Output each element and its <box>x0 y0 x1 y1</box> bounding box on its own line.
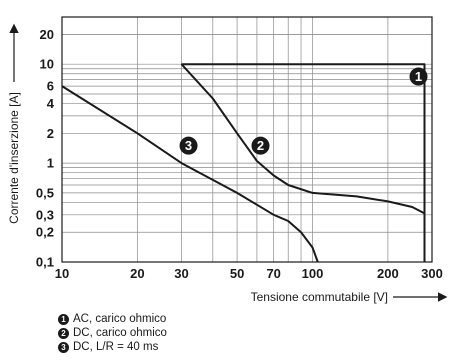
x-tick-labels: 10 20 30 50 70 100 200 300 <box>55 266 443 281</box>
y-tick-label: 1 <box>47 156 54 171</box>
legend-label-2: DC, carico ohmico <box>73 327 167 339</box>
legend-marker-3: 3 <box>58 341 69 353</box>
grid <box>62 17 432 262</box>
legend-marker-1: 1 <box>58 313 69 325</box>
y-axis-title: Corrente d'inserzione [A] <box>7 92 21 224</box>
series-marker-label-2: 2 <box>257 138 264 153</box>
y-tick-label: 10 <box>40 57 54 72</box>
y-tick-label: 0,3 <box>36 207 54 222</box>
x-tick-label: 200 <box>377 266 399 281</box>
x-tick-label: 30 <box>174 266 188 281</box>
series-line-1 <box>181 63 426 262</box>
y-tick-label: 0,1 <box>36 255 54 270</box>
series-markers: 1 2 3 <box>179 67 428 155</box>
y-tick-label: 0,2 <box>36 225 54 240</box>
legend-item-2: 2 DC, carico ohmico <box>58 326 167 340</box>
x-axis-title: Tensione commutabile [V] <box>251 290 388 304</box>
y-tick-labels: 0,1 0,2 0,3 0,5 1 2 4 6 10 20 <box>36 27 55 270</box>
y-tick-label: 20 <box>40 27 54 42</box>
series-marker-1 <box>409 67 428 86</box>
series-line-3 <box>61 85 319 263</box>
x-tick-label: 100 <box>302 266 324 281</box>
legend-label-1: AC, carico ohmico <box>73 313 167 325</box>
x-tick-label: 50 <box>230 266 244 281</box>
series-marker-label-3: 3 <box>185 138 192 153</box>
y-tick-label: 2 <box>47 126 54 141</box>
legend-item-1: 1 AC, carico ohmico <box>58 312 167 326</box>
x-tick-label: 20 <box>130 266 144 281</box>
y-tick-label: 4 <box>47 96 55 111</box>
y-tick-label: 6 <box>47 79 54 94</box>
plot-frame <box>61 16 433 263</box>
x-tick-label: 10 <box>55 266 69 281</box>
series-group <box>61 63 426 263</box>
x-tick-label: 300 <box>421 266 443 281</box>
y-tick-label: 0,5 <box>36 185 54 200</box>
legend-marker-2: 2 <box>58 327 69 339</box>
legend-label-3: DC, L/R = 40 ms <box>73 341 159 353</box>
series-marker-2 <box>251 136 270 155</box>
series-line-2 <box>180 63 425 215</box>
series-marker-3 <box>179 136 198 155</box>
x-tick-label: 70 <box>266 266 280 281</box>
series-marker-label-1: 1 <box>415 69 422 84</box>
legend-item-3: 3 DC, L/R = 40 ms <box>58 340 167 354</box>
legend: 1 AC, carico ohmico 2 DC, carico ohmico … <box>58 312 167 354</box>
